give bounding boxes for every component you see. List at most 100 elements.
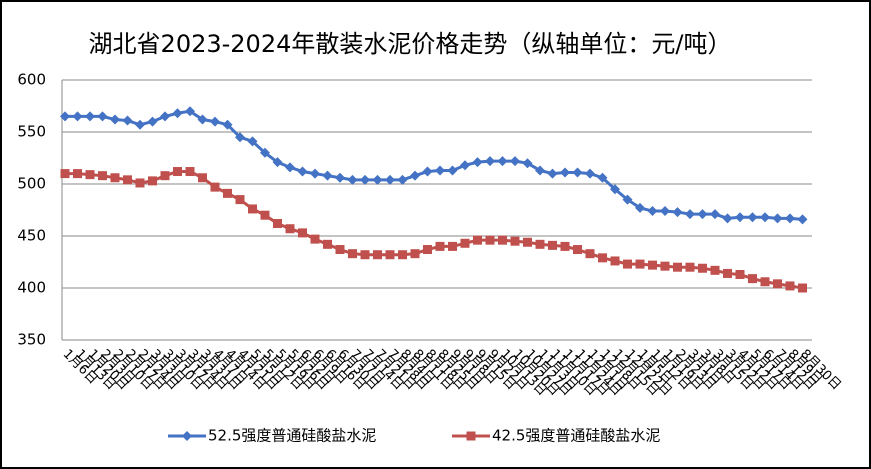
marker — [285, 224, 295, 234]
marker — [760, 212, 770, 223]
marker — [235, 195, 245, 205]
marker — [710, 209, 720, 220]
marker — [135, 119, 145, 130]
marker — [610, 184, 620, 195]
marker — [310, 234, 320, 244]
marker — [647, 206, 658, 217]
marker — [98, 171, 107, 181]
marker — [185, 167, 195, 177]
marker — [348, 249, 357, 259]
marker — [197, 114, 208, 125]
marker — [510, 156, 520, 167]
marker — [685, 262, 695, 272]
marker — [310, 168, 320, 179]
marker — [660, 261, 670, 271]
marker — [635, 259, 645, 269]
marker — [535, 239, 545, 249]
marker — [122, 115, 133, 126]
marker — [410, 170, 420, 181]
marker — [497, 156, 508, 167]
chart-title: 湖北省2023-2024年散装水泥价格走势（纵轴单位：元/吨） — [89, 30, 732, 58]
marker — [510, 236, 520, 246]
marker — [635, 202, 645, 213]
marker — [473, 235, 482, 245]
marker — [322, 170, 333, 181]
y-tick-label: 600 — [17, 71, 46, 89]
marker — [573, 245, 582, 255]
marker — [397, 174, 408, 185]
marker — [597, 172, 608, 183]
marker — [235, 132, 245, 143]
marker — [548, 240, 557, 250]
marker — [673, 262, 682, 272]
marker — [547, 168, 558, 179]
marker — [110, 173, 120, 183]
marker — [248, 204, 257, 214]
y-tick-label: 350 — [17, 331, 46, 349]
marker — [60, 111, 70, 122]
y-tick-label: 450 — [17, 227, 46, 245]
marker — [585, 249, 595, 259]
marker — [398, 250, 407, 260]
marker — [522, 158, 533, 169]
marker — [785, 281, 795, 291]
marker — [247, 136, 258, 147]
marker — [160, 111, 170, 122]
marker — [660, 206, 670, 217]
marker — [360, 174, 370, 185]
marker — [648, 260, 657, 270]
marker — [697, 209, 708, 220]
marker — [622, 194, 633, 205]
marker — [523, 237, 532, 247]
marker — [223, 188, 232, 198]
marker — [585, 168, 595, 179]
y-tick-label: 500 — [17, 175, 46, 193]
marker — [723, 268, 732, 278]
marker — [735, 212, 745, 223]
marker — [335, 245, 345, 255]
legend-marker — [466, 431, 476, 441]
marker — [560, 241, 570, 251]
marker — [722, 213, 733, 224]
marker — [685, 209, 695, 220]
marker — [535, 165, 545, 176]
marker — [698, 263, 707, 273]
marker — [85, 111, 95, 122]
marker — [422, 166, 433, 177]
marker — [760, 277, 770, 287]
marker — [485, 156, 495, 167]
marker — [173, 167, 182, 177]
marker — [72, 111, 83, 122]
marker — [373, 250, 382, 260]
marker — [672, 207, 683, 218]
marker — [297, 166, 308, 177]
marker — [110, 114, 120, 125]
marker — [210, 182, 220, 192]
marker — [323, 239, 332, 249]
marker — [272, 157, 283, 168]
marker — [335, 172, 345, 183]
marker — [172, 108, 183, 119]
marker — [147, 116, 158, 127]
marker — [135, 178, 145, 188]
marker — [460, 160, 470, 171]
marker — [772, 213, 783, 224]
marker — [285, 162, 295, 173]
marker — [273, 219, 282, 229]
marker — [260, 147, 270, 158]
marker — [435, 241, 445, 251]
legend-label: 52.5强度普通硅酸盐水泥 — [208, 427, 376, 445]
marker — [347, 174, 358, 185]
marker — [85, 170, 95, 180]
marker — [60, 169, 70, 179]
marker — [73, 169, 82, 179]
marker — [435, 165, 445, 176]
marker — [185, 106, 195, 117]
marker — [298, 228, 307, 238]
marker — [160, 171, 170, 181]
marker — [560, 167, 570, 178]
marker — [498, 235, 507, 245]
